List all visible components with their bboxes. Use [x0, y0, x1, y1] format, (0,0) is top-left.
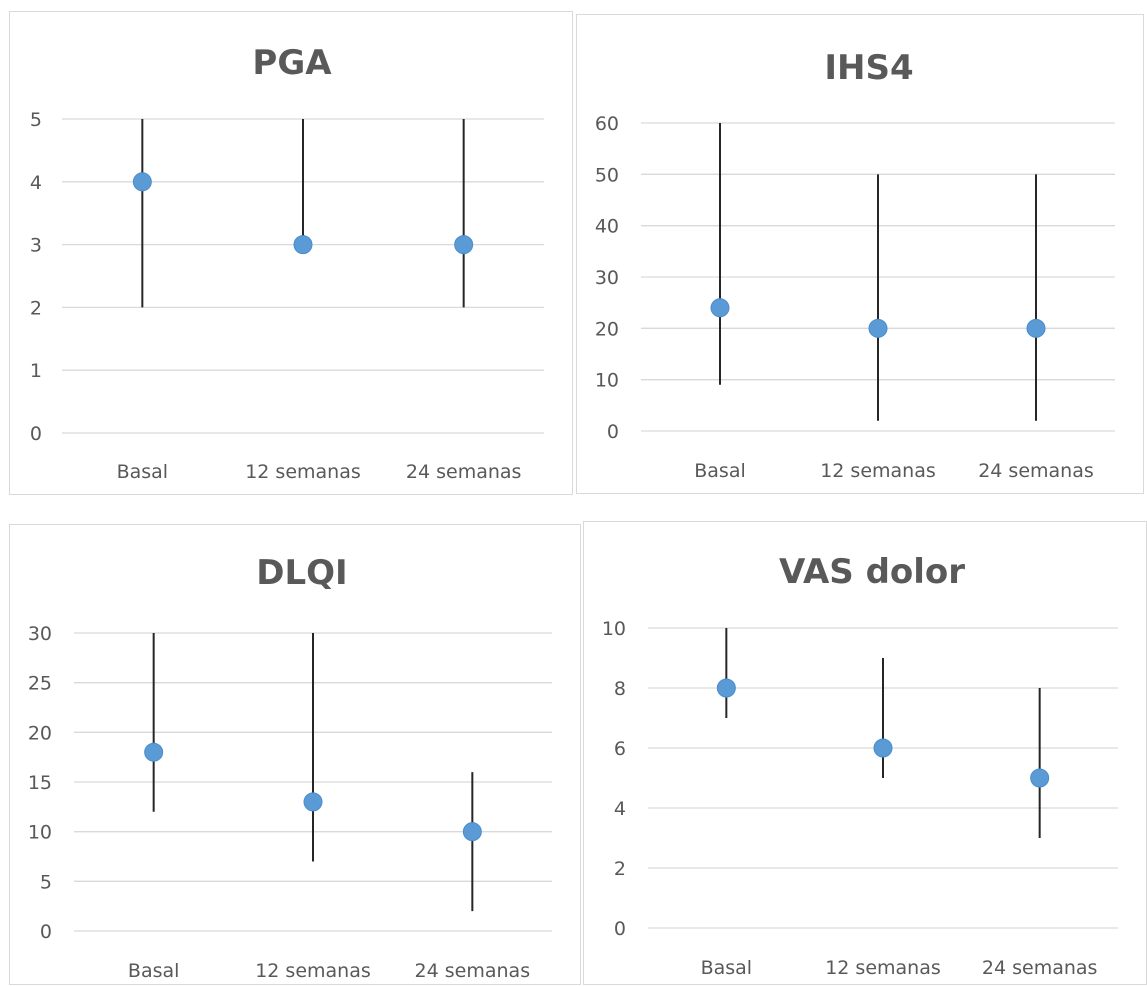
y-tick-label: 6: [614, 738, 626, 760]
y-tick-label: 5: [40, 871, 52, 893]
y-tick-label: 0: [30, 423, 42, 445]
median-point: [132, 172, 152, 192]
chart-title: PGA: [252, 43, 332, 83]
y-tick-label: 4: [30, 172, 42, 194]
y-tick-label: 10: [602, 618, 626, 640]
chart-ihs4: IHS4 0 10 20 30 40 50 60 Basal 12 semanas 24 sema…: [595, 48, 1115, 482]
y-tick-label: 0: [40, 921, 52, 943]
median-point: [710, 298, 730, 318]
y-tick-label: 4: [614, 798, 626, 820]
x-category-label: 12 semanas: [255, 960, 371, 982]
y-tick-label: 40: [595, 216, 619, 238]
x-category-label: 12 semanas: [825, 957, 941, 979]
y-tick-label: 20: [595, 318, 619, 340]
x-category-label: 24 semanas: [406, 461, 522, 483]
median-point: [293, 235, 313, 255]
median-point: [144, 742, 164, 762]
y-tick-label: 30: [595, 267, 619, 289]
chart-vas-dolor: VAS dolor 0 2 4 6 8 10 Basal 12 semanas 24 seman…: [602, 552, 1118, 979]
y-tick-label: 30: [28, 623, 52, 645]
median-point: [1030, 768, 1050, 788]
y-tick-label: 10: [595, 370, 619, 392]
x-category-label: 24 semanas: [415, 960, 531, 982]
median-point: [303, 792, 323, 812]
chart-title: IHS4: [824, 48, 913, 88]
chart-panel-dlqi: DLQI 0 5 10 15 20 25 30 Basal 12 semanas 24 seman…: [9, 524, 581, 985]
x-category-label: 24 semanas: [982, 957, 1098, 979]
y-tick-label: 50: [595, 164, 619, 186]
median-point: [454, 235, 474, 255]
y-tick-label: 5: [30, 109, 42, 131]
median-point: [462, 822, 482, 842]
x-category-label: Basal: [128, 960, 180, 982]
x-category-label: Basal: [694, 460, 746, 482]
y-tick-label: 15: [28, 772, 52, 794]
median-point: [716, 678, 736, 698]
chart-dlqi: DLQI 0 5 10 15 20 25 30 Basal 12 semanas 24 seman…: [28, 553, 552, 982]
median-point: [868, 318, 888, 338]
chart-panel-ihs4: IHS4 0 10 20 30 40 50 60 Basal 12 semanas 24 sema…: [576, 14, 1144, 494]
x-category-label: Basal: [701, 957, 753, 979]
y-tick-label: 2: [30, 297, 42, 319]
y-tick-label: 3: [30, 235, 42, 257]
chart-title: VAS dolor: [779, 552, 965, 592]
y-tick-label: 1: [30, 360, 42, 382]
chart-title: DLQI: [256, 553, 347, 593]
y-tick-label: 0: [614, 918, 626, 940]
x-category-label: 12 semanas: [245, 461, 361, 483]
y-tick-label: 10: [28, 822, 52, 844]
y-tick-label: 25: [28, 673, 52, 695]
y-tick-label: 20: [28, 722, 52, 744]
x-category-label: 12 semanas: [820, 460, 936, 482]
chart-panel-pga: PGA 0 1 2 3 4 5 Basal 12 semanas 24 semanas: [9, 11, 573, 495]
median-point: [873, 738, 893, 758]
median-point: [1026, 318, 1046, 338]
chart-panel-vas-dolor: VAS dolor 0 2 4 6 8 10 Basal 12 semanas 24 seman…: [583, 521, 1147, 985]
x-category-label: Basal: [117, 461, 169, 483]
y-tick-label: 8: [614, 678, 626, 700]
y-tick-label: 60: [595, 113, 619, 135]
y-tick-label: 2: [614, 858, 626, 880]
y-tick-label: 0: [607, 421, 619, 443]
x-category-label: 24 semanas: [978, 460, 1094, 482]
chart-pga: PGA 0 1 2 3 4 5 Basal 12 semanas 24 semanas: [30, 43, 544, 483]
